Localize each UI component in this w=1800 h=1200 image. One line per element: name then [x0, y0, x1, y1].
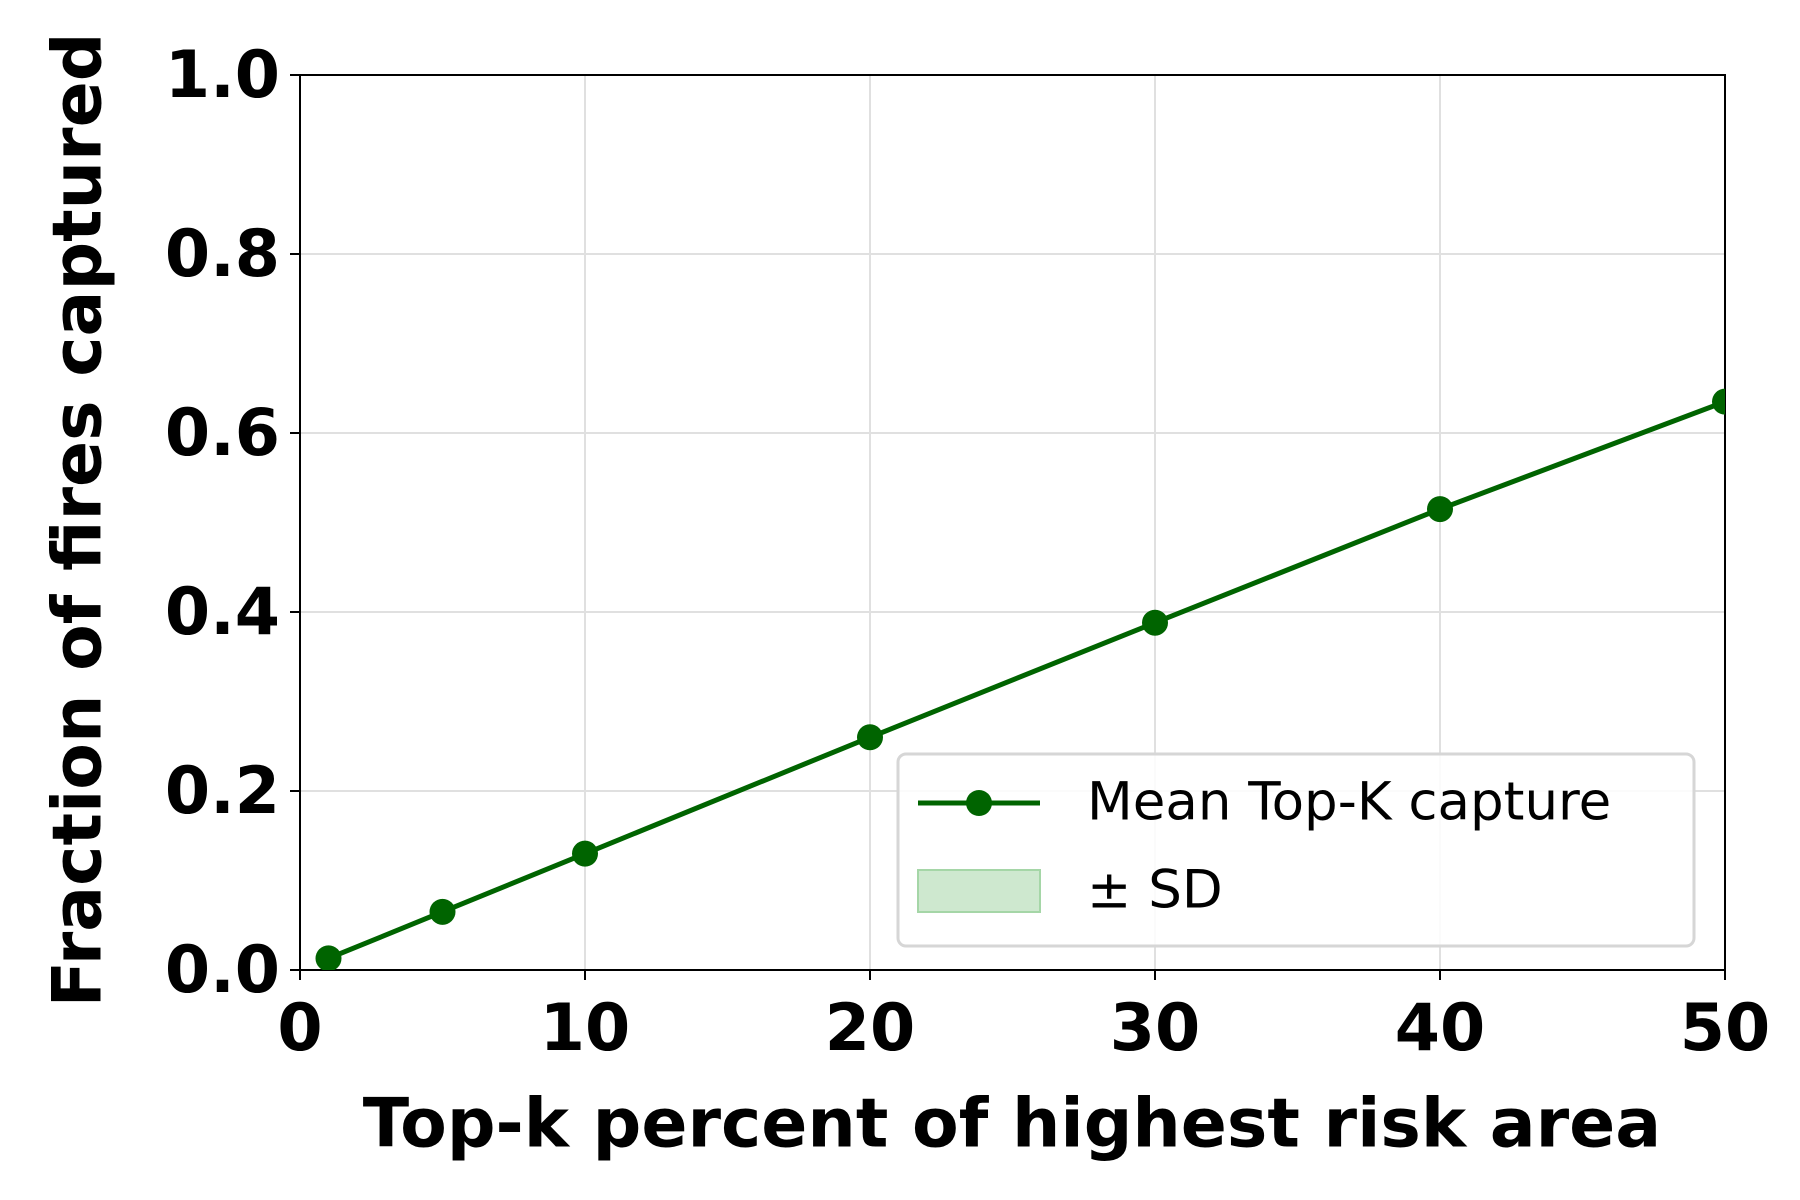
y-tick-label: 0.8 — [165, 217, 280, 292]
x-tick-label: 10 — [540, 991, 630, 1066]
x-axis-label: Top-k percent of highest risk area — [363, 1085, 1661, 1164]
y-tick-label: 0.4 — [165, 575, 280, 650]
plot-area — [315, 388, 1725, 970]
marker — [315, 945, 342, 970]
y-tick-label: 0.6 — [165, 396, 280, 471]
x-tick-label: 20 — [825, 991, 915, 1066]
legend-band — [917, 869, 1041, 913]
marker — [572, 840, 598, 867]
y-tick-label: 1.0 — [165, 38, 280, 113]
x-tick-label: 50 — [1680, 991, 1770, 1066]
x-tick-label: 40 — [1395, 991, 1485, 1066]
y-axis-label: Fraction of fires captured — [39, 33, 118, 1008]
legend-label: Mean Top-K capture — [1087, 772, 1611, 833]
marker — [857, 724, 883, 751]
marker — [1712, 388, 1725, 415]
y-tick-label: 0.0 — [165, 933, 280, 1008]
marker — [1427, 496, 1453, 523]
x-tick-label: 30 — [1110, 991, 1200, 1066]
legend-label: ± SD — [1087, 860, 1223, 921]
x-tick-label: 0 — [277, 991, 322, 1066]
legend-box — [896, 752, 1696, 948]
y-tick-label: 0.2 — [165, 754, 280, 829]
marker — [1142, 609, 1168, 636]
marker — [429, 898, 456, 925]
plot-frame — [299, 74, 1726, 971]
legend-marker — [966, 790, 992, 816]
